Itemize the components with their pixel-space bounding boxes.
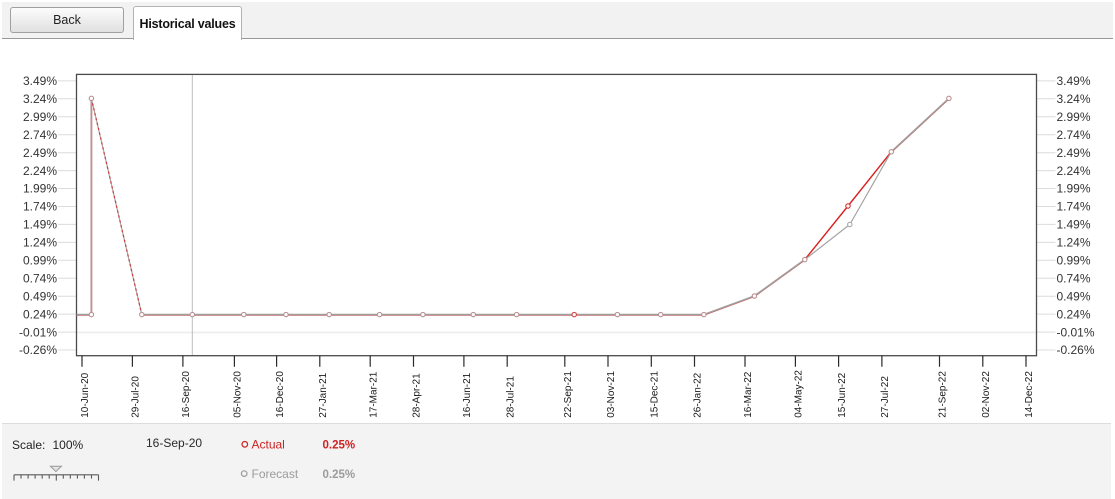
svg-text:16-Sep-20: 16-Sep-20: [146, 436, 202, 450]
svg-text:2.99%: 2.99%: [23, 110, 57, 124]
svg-text:1.49%: 1.49%: [1057, 218, 1091, 232]
svg-text:0.49%: 0.49%: [1057, 289, 1091, 303]
svg-text:0.99%: 0.99%: [1057, 254, 1091, 268]
svg-text:0.24%: 0.24%: [1057, 307, 1091, 321]
svg-text:-0.01%: -0.01%: [1057, 325, 1095, 339]
svg-text:2.99%: 2.99%: [1057, 110, 1091, 124]
svg-text:14-Dec-22: 14-Dec-22: [1024, 371, 1035, 418]
svg-text:1.99%: 1.99%: [23, 182, 57, 196]
svg-text:1.24%: 1.24%: [1057, 236, 1091, 250]
svg-text:22-Sep-21: 22-Sep-21: [563, 371, 574, 418]
svg-text:2.74%: 2.74%: [23, 128, 57, 142]
svg-text:0.24%: 0.24%: [23, 307, 57, 321]
svg-text:100%: 100%: [53, 438, 84, 452]
svg-text:02-Nov-22: 02-Nov-22: [981, 371, 992, 418]
svg-text:21-Sep-22: 21-Sep-22: [938, 371, 949, 418]
svg-text:3.49%: 3.49%: [23, 74, 57, 88]
svg-text:2.49%: 2.49%: [1057, 146, 1091, 160]
svg-text:28-Apr-21: 28-Apr-21: [412, 373, 423, 418]
svg-text:2.74%: 2.74%: [1057, 128, 1091, 142]
svg-text:0.49%: 0.49%: [23, 289, 57, 303]
svg-text:3.24%: 3.24%: [23, 92, 57, 106]
svg-text:0.74%: 0.74%: [23, 271, 57, 285]
svg-text:17-Mar-21: 17-Mar-21: [368, 371, 379, 418]
svg-text:2.24%: 2.24%: [1057, 164, 1091, 178]
svg-text:27-Jan-21: 27-Jan-21: [318, 372, 329, 417]
svg-text:16-Dec-20: 16-Dec-20: [275, 371, 286, 418]
svg-text:1.99%: 1.99%: [1057, 182, 1091, 196]
svg-text:-0.26%: -0.26%: [19, 343, 57, 357]
svg-text:2.24%: 2.24%: [23, 164, 57, 178]
svg-text:-0.01%: -0.01%: [19, 325, 57, 339]
svg-text:0.74%: 0.74%: [1057, 271, 1091, 285]
svg-text:1.74%: 1.74%: [1057, 200, 1091, 214]
svg-text:05-Nov-20: 05-Nov-20: [233, 371, 244, 418]
svg-text:16-Sep-20: 16-Sep-20: [181, 371, 192, 418]
svg-text:0.25%: 0.25%: [323, 469, 356, 481]
svg-text:10-Jun-20: 10-Jun-20: [80, 372, 91, 417]
svg-text:0.99%: 0.99%: [23, 254, 57, 268]
svg-text:Forecast: Forecast: [252, 467, 299, 481]
svg-text:0.25%: 0.25%: [323, 440, 356, 452]
svg-text:2.49%: 2.49%: [23, 146, 57, 160]
svg-text:Actual: Actual: [252, 438, 285, 452]
svg-text:1.24%: 1.24%: [23, 236, 57, 250]
svg-text:15-Jun-22: 15-Jun-22: [837, 372, 848, 417]
svg-text:15-Dec-21: 15-Dec-21: [650, 371, 661, 418]
svg-text:29-Jul-20: 29-Jul-20: [131, 376, 142, 418]
svg-text:04-May-22: 04-May-22: [794, 370, 805, 418]
svg-text:3.24%: 3.24%: [1057, 92, 1091, 106]
svg-text:1.74%: 1.74%: [23, 200, 57, 214]
svg-text:16-Mar-22: 16-Mar-22: [743, 371, 754, 418]
svg-text:26-Jan-22: 26-Jan-22: [693, 372, 704, 417]
svg-text:-0.26%: -0.26%: [1057, 343, 1095, 357]
svg-text:3.49%: 3.49%: [1057, 74, 1091, 88]
svg-text:1.49%: 1.49%: [23, 218, 57, 232]
svg-text:28-Jul-21: 28-Jul-21: [505, 376, 516, 418]
svg-text:Scale:: Scale:: [12, 438, 45, 452]
svg-text:03-Nov-21: 03-Nov-21: [606, 371, 617, 418]
svg-text:16-Jun-21: 16-Jun-21: [462, 372, 473, 417]
svg-text:27-Jul-22: 27-Jul-22: [880, 376, 891, 418]
